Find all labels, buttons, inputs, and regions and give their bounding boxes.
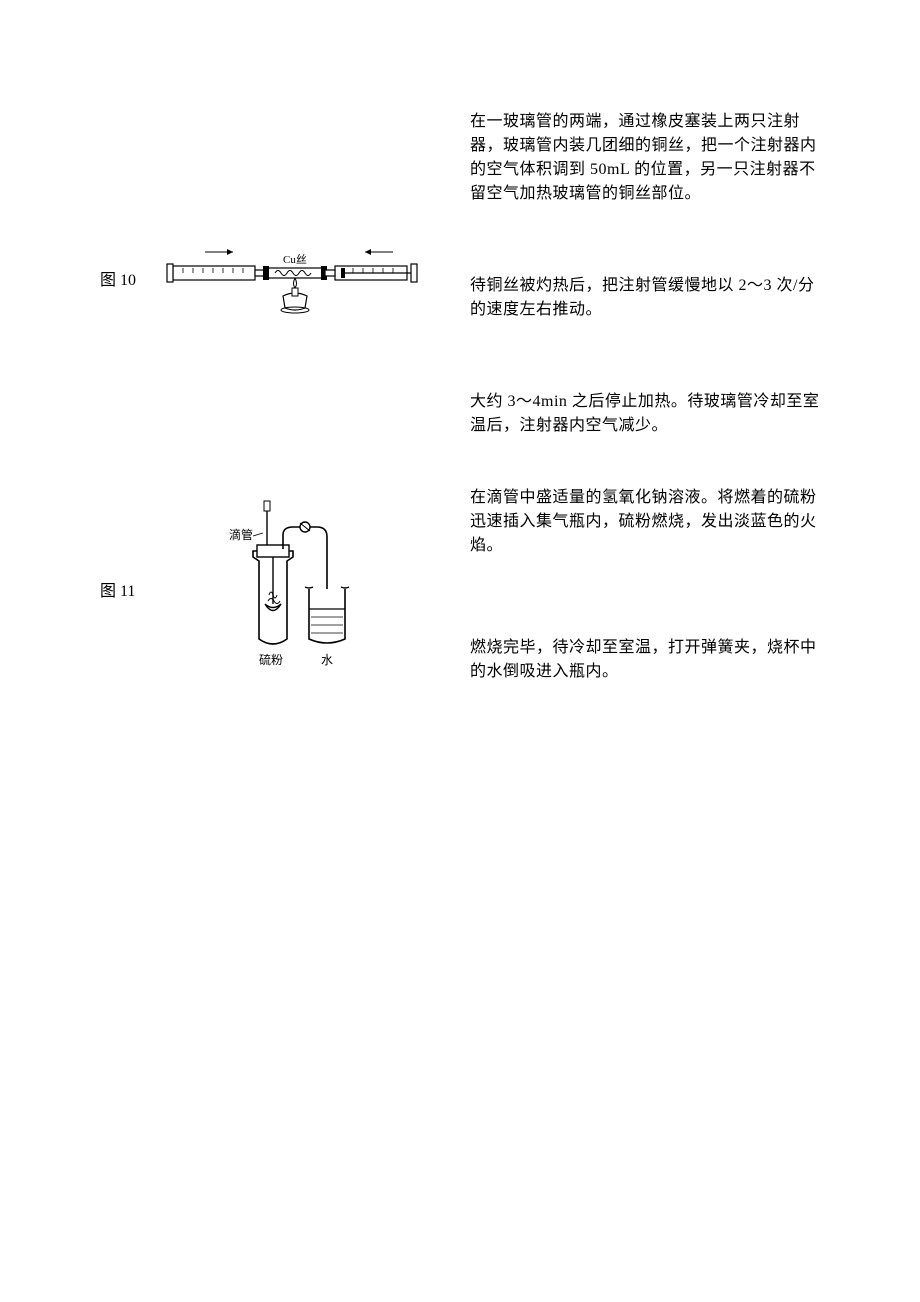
- page-content: 图 10: [100, 100, 830, 702]
- svg-text:Cu丝: Cu丝: [283, 253, 307, 266]
- fig10-text-2: 待铜丝被灼热后，把注射管缓慢地以 2～3 次/分的速度左右推动。: [470, 274, 830, 322]
- figure-10-diagram: Cu丝: [160, 238, 430, 318]
- sulfur-combustion-svg: 滴管 硫粉: [215, 499, 375, 679]
- figure-11-diagram: 滴管 硫粉: [160, 499, 430, 679]
- fig10-text-3: 大约 3～4min 之后停止加热。待玻璃管冷却至室温后，注射器内空气减少。: [470, 390, 830, 438]
- figure-11-row: 图 11 滴管 硫粉: [100, 486, 830, 692]
- svg-text:硫粉: 硫粉: [259, 652, 283, 667]
- svg-text:水: 水: [321, 653, 333, 667]
- fig10-text-1: 在一玻璃管的两端，通过橡皮塞装上两只注射器，玻璃管内装几团细的铜丝，把一个注射器…: [470, 110, 830, 206]
- figure-10-label: 图 10: [100, 266, 160, 290]
- fig11-text-1: 在滴管中盛适量的氢氧化钠溶液。将燃着的硫粉迅速插入集气瓶内，硫粉燃烧，发出淡蓝色…: [470, 486, 830, 558]
- syringe-glass-tube-svg: Cu丝: [165, 238, 425, 318]
- figure-10-texts: 在一玻璃管的两端，通过橡皮塞装上两只注射器，玻璃管内装几团细的铜丝，把一个注射器…: [430, 110, 830, 446]
- svg-text:滴管: 滴管: [229, 527, 253, 542]
- figure-11-label: 图 11: [100, 577, 160, 601]
- fig11-text-2: 燃烧完毕，待冷却至室温，打开弹簧夹，烧杯中的水倒吸进入瓶内。: [470, 636, 830, 684]
- figure-11-texts: 在滴管中盛适量的氢氧化钠溶液。将燃着的硫粉迅速插入集气瓶内，硫粉燃烧，发出淡蓝色…: [430, 486, 830, 692]
- figure-10-row: 图 10: [100, 110, 830, 446]
